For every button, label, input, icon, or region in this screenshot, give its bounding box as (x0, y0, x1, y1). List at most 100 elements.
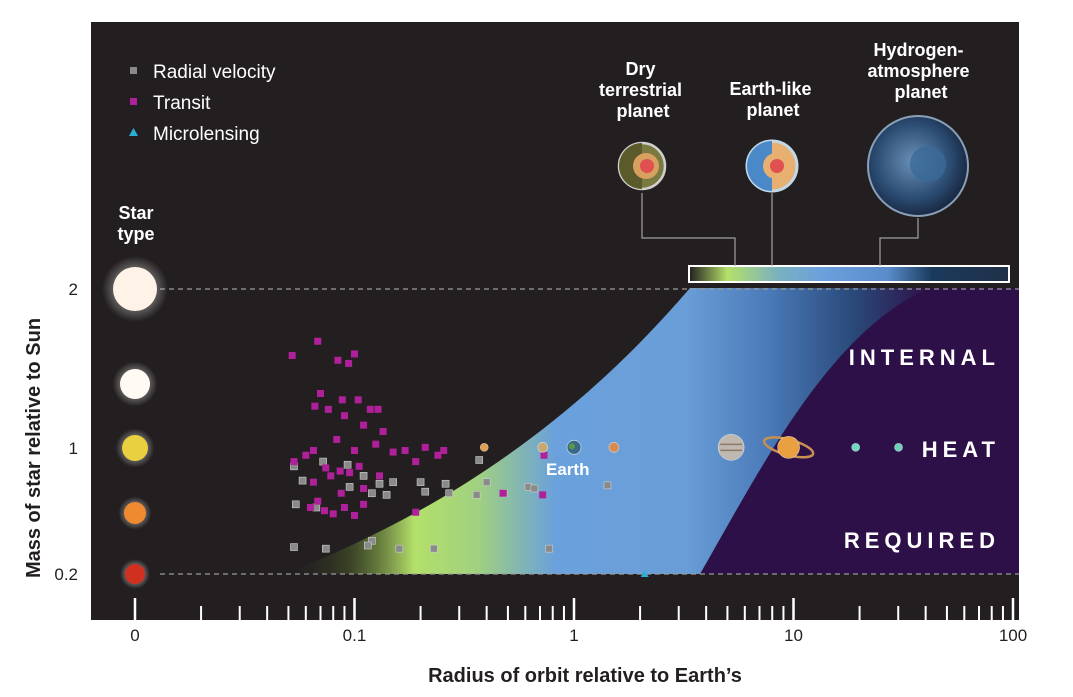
radial-velocity-point-25 (368, 536, 376, 545)
radial-velocity-point-20 (291, 500, 300, 509)
transit-point-4 (351, 350, 358, 358)
transit-point-39 (340, 504, 348, 511)
radial-velocity-point-3 (298, 476, 307, 485)
hydrogen-atmosphere-planet-icon (867, 115, 969, 217)
earth-like-label: Earth-like planet (729, 79, 816, 120)
star-type-3 (124, 502, 146, 524)
transit-point-31 (290, 458, 298, 466)
x-axis: 0 0.1 1 10 100 (130, 598, 1027, 645)
transit-point-7 (338, 396, 346, 404)
transit-point-46 (412, 508, 420, 516)
data-points (288, 337, 649, 577)
y-tick-label-0: 2 (69, 280, 78, 299)
legend-marker-microlensing (129, 128, 138, 136)
transit-point-5 (316, 390, 324, 397)
microlensing-point-0 (640, 570, 649, 577)
legend: Radial velocity Transit Microlensing (129, 62, 276, 145)
planet-type-labels: Dry terrestrial planet Earth-like planet… (599, 40, 974, 121)
x-axis-title: Radius of orbit relative to Earth’s (428, 665, 742, 687)
star-type-1 (120, 369, 150, 399)
transit-point-43 (314, 497, 322, 505)
transit-point-0 (288, 352, 296, 359)
x-tick-label-2: 1 (569, 626, 578, 645)
transit-point-20 (322, 464, 330, 472)
transit-point-37 (320, 507, 328, 515)
transit-point-14 (360, 421, 368, 429)
transit-point-9 (366, 405, 374, 413)
transit-point-34 (337, 489, 345, 497)
region-label-required: REQUIRED (844, 528, 1000, 553)
solar-system-planets (479, 434, 903, 461)
legend-marker-transit (130, 98, 137, 105)
transit-point-11 (379, 428, 387, 435)
radial-velocity-point-7 (345, 483, 354, 491)
radial-velocity-point-22 (382, 491, 391, 499)
transit-point-13 (340, 412, 348, 420)
x-tick-label-4: 100 (999, 626, 1027, 645)
radial-velocity-point-27 (395, 544, 404, 553)
radial-velocity-point-13 (475, 456, 484, 464)
radial-velocity-point-15 (472, 491, 481, 499)
transit-point-44 (329, 510, 337, 518)
radial-velocity-point-14 (482, 478, 491, 486)
star-type-label: Star type (117, 203, 154, 244)
radial-velocity-point-4 (359, 472, 368, 480)
transit-point-28 (421, 443, 429, 451)
planet-type-connectors (641, 193, 919, 266)
transit-point-38 (306, 504, 314, 511)
radial-velocity-point-29 (545, 544, 553, 553)
planet-saturn (762, 436, 815, 459)
transit-point-18 (309, 447, 317, 454)
radial-velocity-point-19 (603, 481, 612, 490)
planet-mars (608, 442, 620, 453)
transit-point-26 (401, 447, 409, 454)
planet-jupiter (717, 434, 745, 461)
dry-terrestrial-planet-icon (617, 141, 667, 191)
region-label-internal: INTERNAL (849, 345, 1000, 370)
transit-point-2 (334, 356, 342, 364)
radial-velocity-point-8 (368, 489, 376, 498)
transit-point-30 (440, 447, 448, 454)
legend-label-transit: Transit (153, 93, 211, 114)
habitable-zone-band (285, 288, 930, 574)
transit-point-15 (372, 440, 380, 448)
radial-velocity-point-28 (430, 544, 438, 553)
radial-velocity-point-5 (375, 479, 384, 488)
transit-point-25 (389, 448, 397, 456)
transit-point-40 (499, 489, 507, 497)
transit-point-27 (412, 458, 420, 466)
transit-point-16 (333, 435, 341, 443)
transit-point-32 (309, 478, 317, 486)
transit-point-42 (540, 451, 548, 459)
y-tick-label-2: 0.2 (54, 565, 78, 584)
transit-point-45 (351, 511, 358, 519)
planet-earth (566, 439, 582, 455)
zone-layer (285, 288, 1019, 574)
radial-velocity-point-0 (319, 457, 327, 466)
radial-velocity-point-18 (530, 484, 539, 493)
legend-marker-radial-velocity (130, 67, 137, 74)
earth-like-planet-icon (745, 139, 799, 193)
planet-neptune (894, 443, 903, 452)
transit-point-6 (324, 405, 332, 413)
planet-uranus (851, 443, 860, 452)
transit-point-36 (360, 500, 368, 508)
transit-point-22 (346, 469, 354, 477)
radial-velocity-point-6 (389, 478, 397, 486)
transit-point-17 (302, 451, 310, 459)
hydrogen-atmosphere-label: Hydrogen- atmosphere planet (867, 40, 974, 102)
radial-velocity-point-10 (421, 487, 430, 496)
transit-point-29 (434, 451, 442, 459)
transit-point-8 (354, 396, 362, 404)
star-type-4 (125, 564, 145, 584)
star-type-0 (113, 267, 157, 311)
legend-label-microlensing: Microlensing (153, 124, 260, 145)
transit-point-3 (345, 359, 353, 367)
internal-heat-region (700, 288, 1019, 574)
region-labels: INTERNAL HEAT REQUIRED (844, 345, 1000, 553)
radial-velocity-point-11 (441, 479, 450, 488)
transit-point-1 (314, 337, 322, 345)
transit-point-41 (539, 491, 547, 499)
legend-label-radial-velocity: Radial velocity (153, 62, 276, 83)
